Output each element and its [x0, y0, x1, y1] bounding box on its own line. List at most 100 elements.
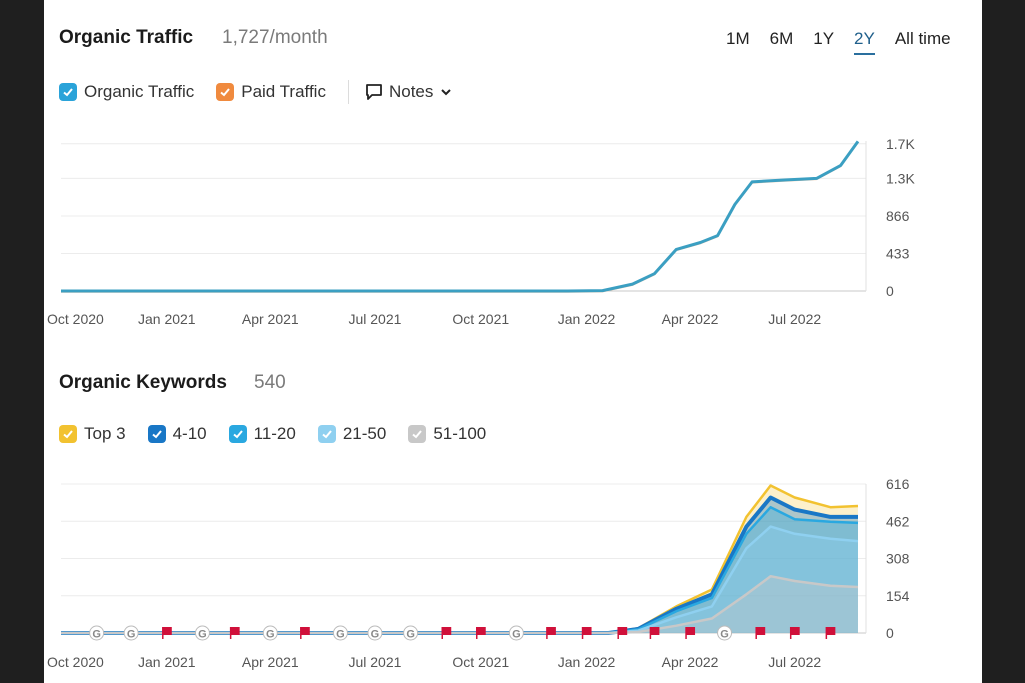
flag-marker-icon[interactable]	[162, 627, 172, 639]
y-tick-label: 1.7K	[886, 136, 915, 152]
x-tick-label: Apr 2022	[662, 311, 719, 327]
legend-top-3[interactable]: Top 3	[59, 424, 126, 444]
x-tick-label: Jan 2021	[138, 654, 196, 670]
checkbox-checked-icon[interactable]	[216, 83, 235, 101]
x-tick-label: Oct 2021	[452, 311, 509, 327]
svg-text:G: G	[512, 629, 521, 641]
svg-text:G: G	[336, 629, 345, 641]
x-tick-label: Jul 2022	[768, 654, 821, 670]
notes-label: Notes	[388, 82, 434, 101]
checkbox-checked-icon[interactable]	[147, 425, 166, 443]
range-all-time-button[interactable]: All time	[894, 29, 951, 48]
y-tick-label: 1.3K	[886, 170, 915, 186]
x-tick-label: Jul 2021	[348, 654, 401, 670]
svg-text:G: G	[92, 629, 101, 641]
x-tick-label: Jul 2021	[348, 311, 401, 327]
keywords-legend: Top 3 4-10 11-20 21-50 51-100	[59, 424, 508, 444]
y-tick-label: 616	[886, 476, 910, 492]
google-update-icon[interactable]: G	[89, 625, 105, 641]
y-tick-label: 866	[886, 208, 910, 224]
organic-traffic-chart: 0 433 866 1.3K 1.7K Oct 2020 Jan 2021 Apr 2021 J…	[47, 136, 915, 327]
flag-marker-icon[interactable]	[441, 627, 452, 639]
range-2y-button[interactable]: 2Y	[844, 28, 885, 55]
checkbox-checked-icon[interactable]	[408, 425, 427, 443]
svg-text:G: G	[720, 629, 729, 641]
traffic-title: Organic Traffic	[59, 27, 194, 48]
flag-marker-icon[interactable]	[229, 627, 240, 639]
google-update-icon[interactable]: G	[332, 625, 348, 641]
y-tick-label: 308	[886, 551, 910, 567]
x-tick-label: Oct 2021	[452, 654, 509, 670]
flag-marker-icon[interactable]	[825, 627, 836, 639]
y-tick-label: 154	[886, 588, 910, 604]
x-tick-label: Apr 2021	[242, 311, 299, 327]
flag-marker-icon[interactable]	[581, 627, 592, 639]
checkbox-checked-icon[interactable]	[228, 425, 247, 443]
traffic-metric: 1,727/month	[222, 27, 328, 48]
flag-marker-icon[interactable]	[300, 627, 310, 639]
flag-marker-icon[interactable]	[649, 627, 660, 639]
x-tick-label: Oct 2020	[47, 654, 104, 670]
google-update-icon[interactable]: G	[262, 625, 278, 641]
legend-organic-traffic-label: Organic Traffic	[84, 82, 195, 101]
flag-marker-icon[interactable]	[546, 627, 556, 639]
flag-marker-icon[interactable]	[789, 627, 800, 639]
traffic-legend: Organic Traffic Paid Traffic Notes	[59, 80, 459, 104]
date-range-selector: 1M 6M 1Y 2Y All time	[716, 28, 961, 55]
21-50-area	[61, 526, 858, 633]
google-update-icon[interactable]: G	[194, 625, 210, 641]
legend-4-10[interactable]: 4-10	[147, 424, 207, 444]
keywords-title: Organic Keywords	[59, 372, 227, 393]
checkbox-checked-icon[interactable]	[59, 83, 77, 101]
legend-label: 21-50	[342, 424, 387, 443]
range-1y-button[interactable]: 1Y	[813, 29, 835, 48]
google-update-icon[interactable]: G	[403, 625, 419, 641]
x-tick-label: Jan 2021	[138, 311, 196, 327]
legend-21-50[interactable]: 21-50	[317, 424, 387, 444]
chevron-down-icon	[441, 89, 452, 96]
x-tick-label: Jul 2022	[768, 311, 821, 327]
svg-text:G: G	[198, 629, 207, 641]
checkbox-checked-icon[interactable]	[59, 425, 77, 443]
google-update-icon[interactable]: G	[508, 625, 524, 641]
google-update-icon[interactable]: G	[123, 625, 139, 641]
keywords-metric: 540	[254, 372, 286, 393]
x-tick-label: Apr 2022	[662, 654, 719, 670]
x-tick-label: Jan 2022	[558, 654, 616, 670]
x-tick-label: Jan 2022	[558, 311, 616, 327]
legend-label: 11-20	[253, 424, 296, 443]
notes-dropdown[interactable]: Notes	[365, 82, 459, 102]
legend-label: 51-100	[433, 424, 487, 443]
legend-paid-traffic[interactable]: Paid Traffic	[216, 82, 326, 102]
x-tick-label: Apr 2021	[242, 654, 299, 670]
flag-marker-icon[interactable]	[755, 627, 766, 639]
range-6m-button[interactable]: 6M	[769, 29, 794, 48]
svg-text:G: G	[266, 629, 275, 641]
svg-text:G: G	[406, 629, 415, 641]
svg-text:G: G	[371, 629, 380, 641]
organic-traffic-line	[61, 140, 860, 293]
y-tick-label: 462	[886, 513, 910, 529]
google-update-icon[interactable]: G	[367, 625, 383, 641]
y-tick-label: 0	[886, 625, 894, 641]
51-100-area	[61, 576, 858, 633]
svg-text:G: G	[127, 629, 136, 641]
legend-paid-traffic-label: Paid Traffic	[241, 82, 326, 101]
range-1m-button[interactable]: 1M	[726, 29, 750, 48]
legend-organic-traffic[interactable]: Organic Traffic	[59, 82, 194, 102]
organic-keywords-chart: 0 154 308 462 616 Oct 2020 Jan 2021 Apr 2021 Jul…	[47, 476, 910, 670]
google-update-icon[interactable]: G	[717, 625, 733, 641]
seo-overview-panel: Organic Traffic 1,727/month 1M 6M 1Y 2Y …	[44, 0, 982, 683]
flag-marker-icon[interactable]	[476, 627, 486, 639]
flag-marker-icon[interactable]	[617, 627, 628, 639]
flag-marker-icon[interactable]	[685, 627, 696, 639]
y-tick-label: 0	[886, 283, 894, 299]
11-20-area	[61, 507, 858, 633]
comment-icon	[366, 84, 382, 100]
x-tick-label: Oct 2020	[47, 311, 104, 327]
legend-11-20[interactable]: 11-20	[228, 424, 296, 444]
checkbox-checked-icon[interactable]	[317, 425, 336, 443]
legend-label: Top 3	[84, 424, 126, 443]
legend-51-100[interactable]: 51-100	[408, 424, 486, 444]
legend-divider	[347, 80, 349, 104]
